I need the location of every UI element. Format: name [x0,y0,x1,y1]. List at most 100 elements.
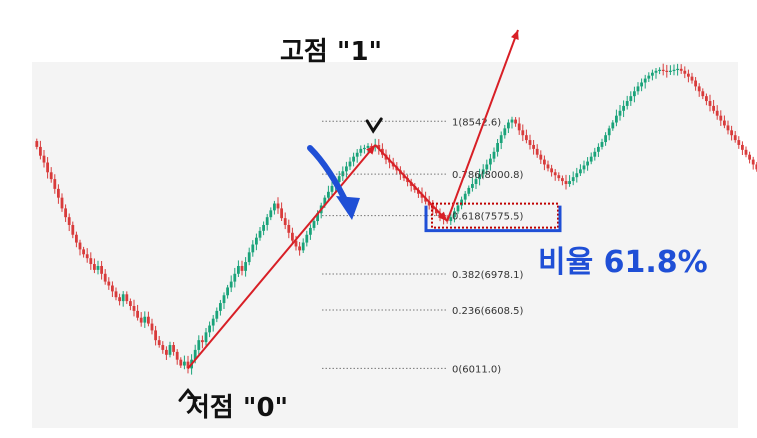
candle-body [593,151,597,157]
candle-body [107,281,111,286]
candle-body [676,68,679,71]
candle-body [103,273,107,282]
candle-body [186,361,190,369]
low-caret-mark [178,387,198,402]
candle-body [121,294,125,302]
candle-body [57,188,60,198]
ratio-label: 비율 61.8% [538,245,708,280]
candle-body [258,230,262,238]
candle-body [298,246,301,251]
candle-body [67,217,71,225]
candle-body [39,146,42,156]
candle-body [60,197,64,209]
candle-body [136,310,139,318]
candle-body [589,156,593,162]
candle-body [435,209,438,214]
candle-body [679,68,683,71]
candle-body [348,161,352,167]
candle-body [453,211,456,218]
candle-body [337,176,341,183]
candle-body [575,173,579,178]
candlestick-series [35,63,757,375]
candle-body [294,240,298,247]
candle-body [474,179,478,184]
candle-body [636,86,640,92]
candle-body [240,265,244,271]
candle-body [96,265,100,270]
candle-body [737,140,741,145]
candle-body [633,91,636,97]
candle-body [132,306,136,311]
candle-body [377,144,381,149]
candle-body [49,172,53,180]
candle-body [719,115,723,121]
fibonacci-levels: 1(8542.6) 0.786(8000.8) 0.618(7575.5) 0.382… [322,117,562,375]
candle-body [341,171,345,177]
candle-body [517,123,521,131]
retracement-arrow-head [437,211,448,222]
candle-body [352,156,355,162]
candle-body [499,135,503,144]
candle-body [427,201,431,206]
candle-body [712,105,715,111]
candle-body [82,249,85,255]
candle-body [269,210,273,218]
candle-body [481,169,485,175]
candle-body [543,159,546,165]
candle-body [179,359,183,366]
candle-body [291,232,294,241]
candle-body [78,242,82,250]
candle-body [114,291,118,298]
candle-body [147,316,150,324]
candle-body [553,172,557,176]
candle-body [222,295,226,304]
candle-body [705,96,708,102]
candle-body [215,310,219,319]
candle-body [85,254,89,259]
candle-body [118,297,121,302]
candle-body [301,242,305,251]
candle-body [305,234,309,243]
candle-body [53,179,57,189]
fib-level-label: 0.236(6608.5) [452,306,524,317]
candle-body [237,265,240,274]
candle-body [503,128,507,136]
candle-body [201,340,204,343]
candle-body [463,193,467,200]
impulse-arrow-head [366,144,376,155]
continuation-arrow-head [511,30,519,40]
annotation-overlay: 고점 "1" 저점 "0" 비율 61.8% [178,29,708,423]
candle-body [150,323,154,331]
candle-body [744,149,748,155]
candle-body [471,184,474,188]
candle-body [316,213,319,222]
fib-level-label: 0.382(6978.1) [452,270,524,281]
candle-body [532,144,535,149]
candle-body [265,217,269,225]
candle-body [611,122,615,129]
candle-body [42,155,46,163]
candle-body [723,120,726,126]
candle-body [46,162,49,173]
candle-body [510,119,514,123]
candle-body [607,128,611,136]
candle-body [741,144,744,150]
candle-body [640,82,643,87]
candle-body [687,73,690,77]
candle-body [157,340,161,346]
candle-body [561,178,564,182]
candle-body [363,147,366,150]
candle-body [327,191,330,198]
candle-body [355,152,359,157]
candle-body [273,203,276,211]
candle-body [697,86,701,92]
candle-body [125,294,129,302]
candle-body [438,213,442,218]
candle-body [449,217,453,222]
candle-body [312,221,316,228]
pullback-arrow-head [336,196,360,220]
candle-body [276,203,280,209]
candle-body [600,142,604,147]
candle-body [586,161,589,166]
